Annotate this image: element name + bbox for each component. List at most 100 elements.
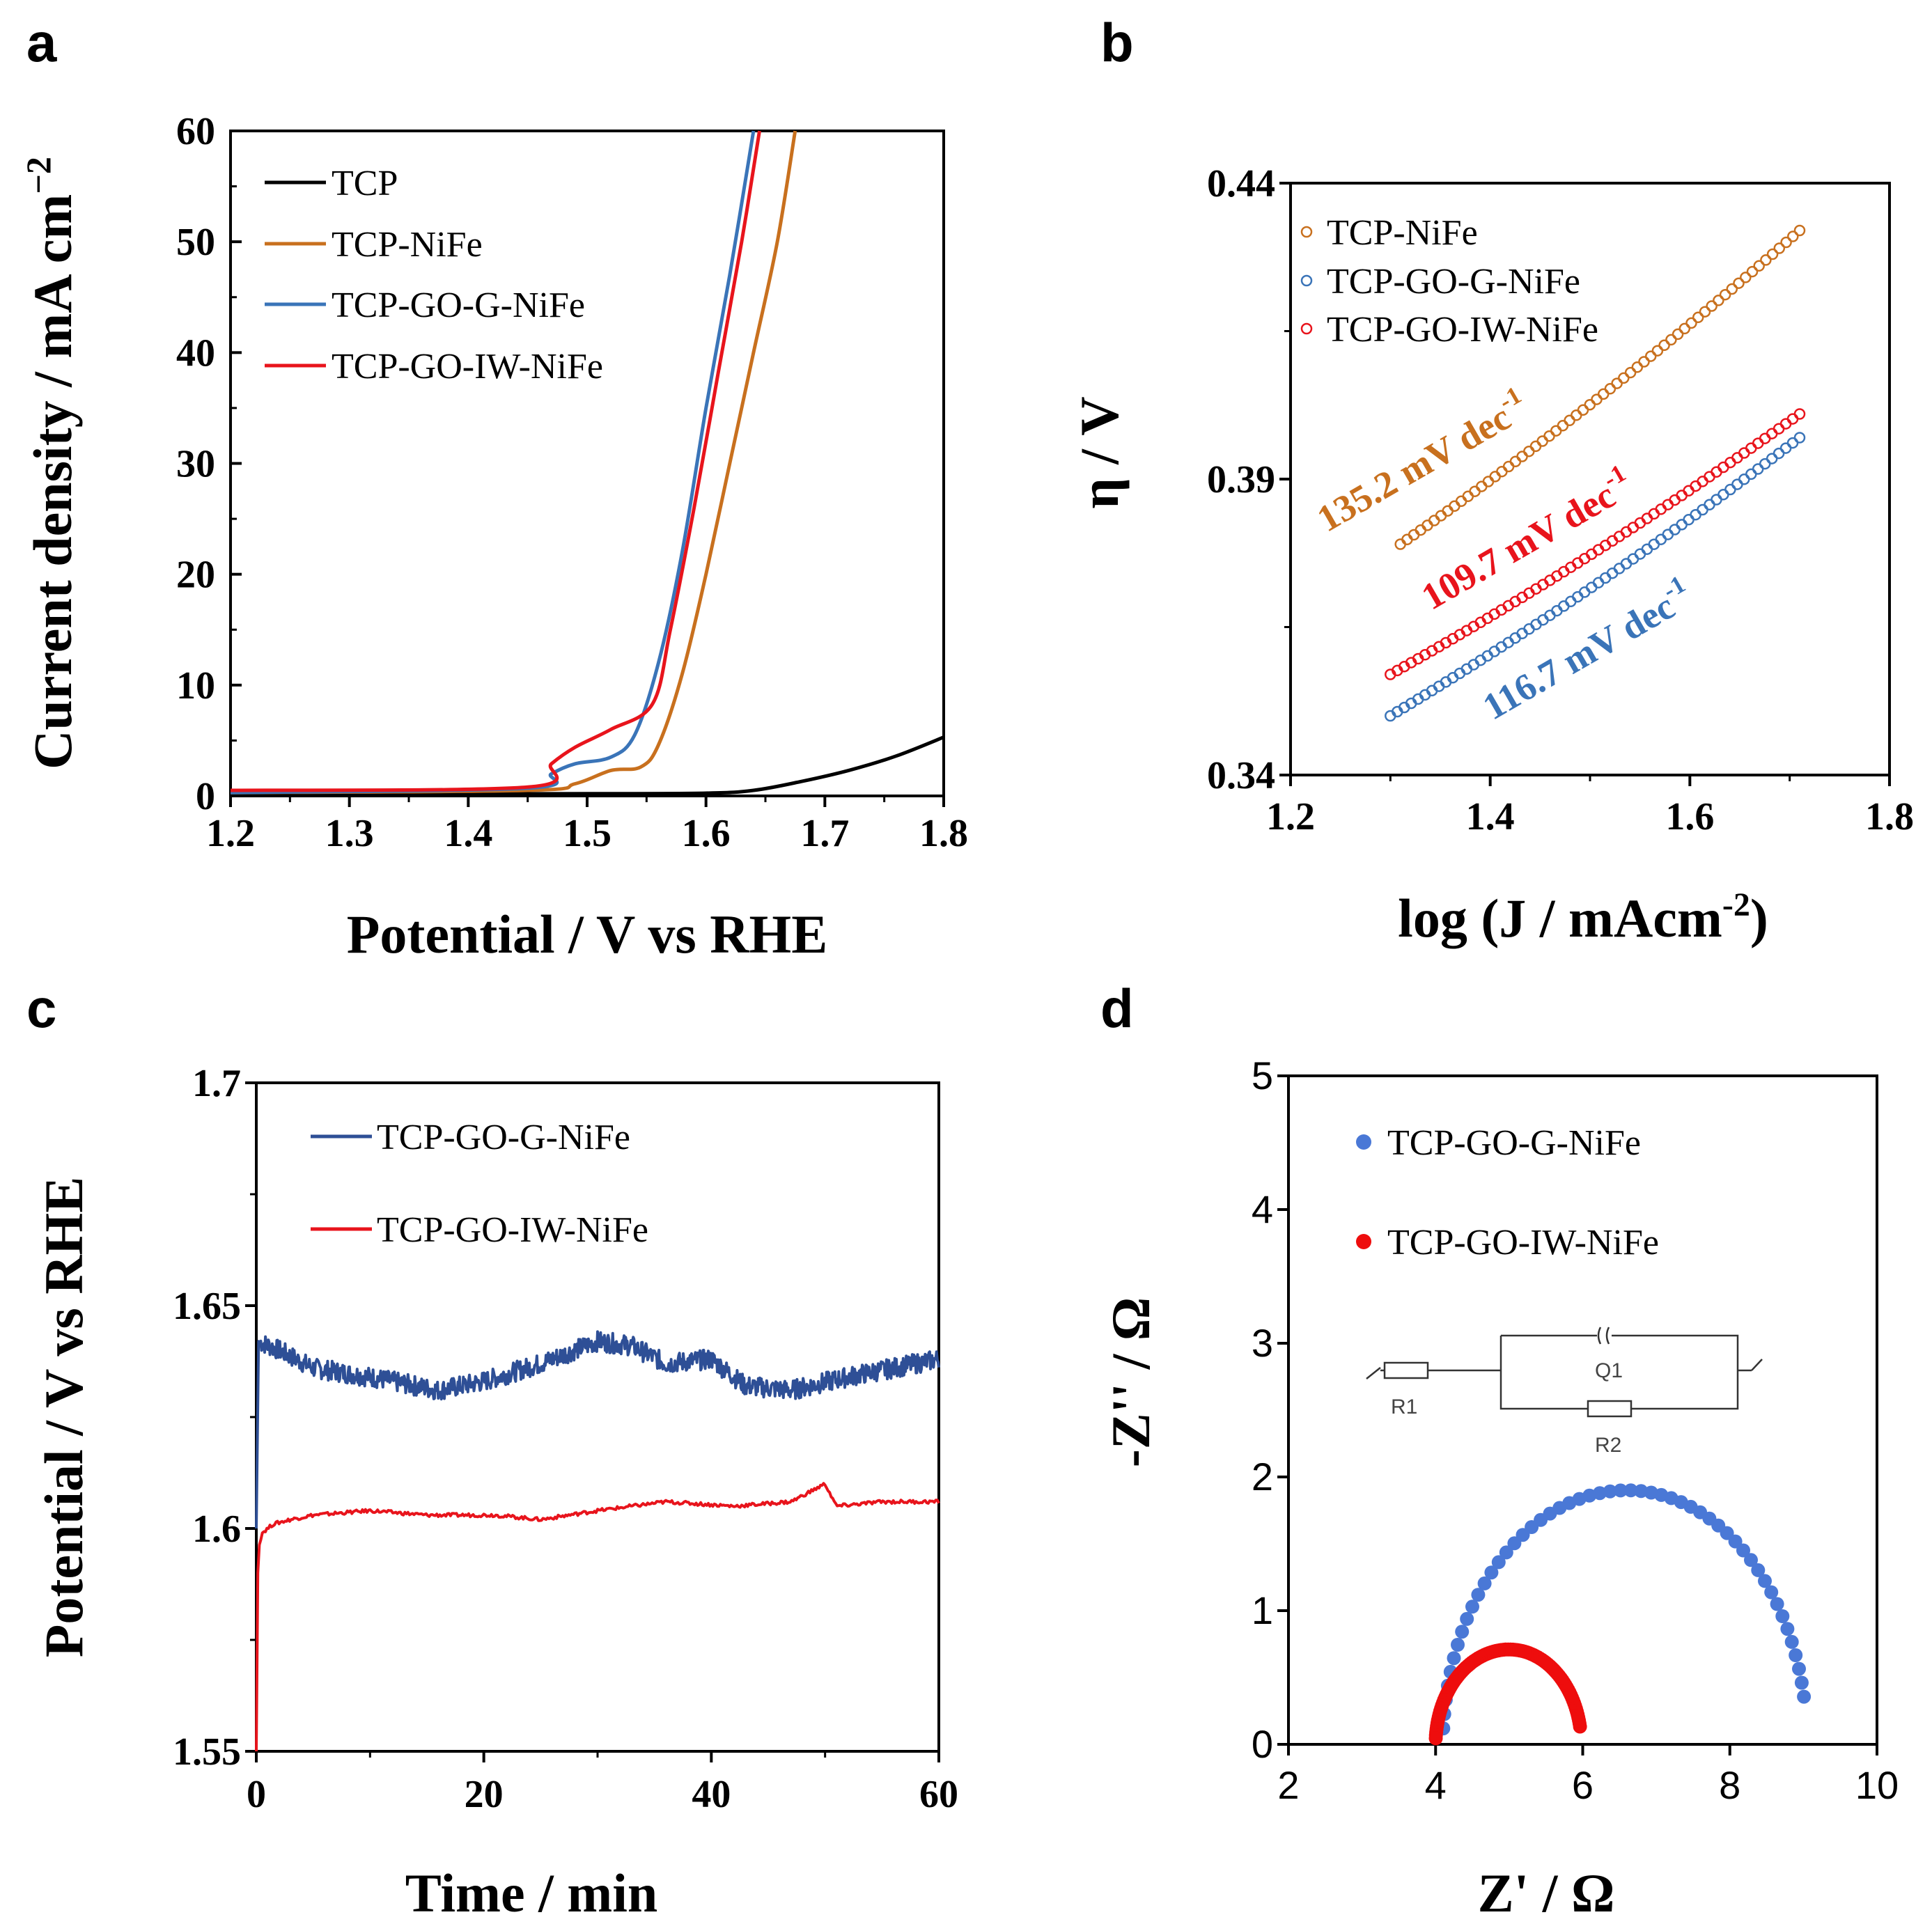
x-axis-title-b-sup: -2	[1722, 886, 1750, 923]
y-tick-label-b-1: 0.39	[1207, 458, 1275, 501]
slope-label-tcp-nife: 135.2 mV dec-1	[1307, 381, 1536, 540]
point-b-tcp-nife	[1665, 334, 1677, 346]
point-b-tcp-nife	[1591, 393, 1603, 405]
tick-labels-c: 0 20 40 60 1.55 1.6 1.65 1.7	[173, 1062, 958, 1816]
point-b-tcp-go-g-nife	[1779, 442, 1792, 454]
point-b-tcp-nife	[1489, 471, 1501, 483]
point-b-tcp-go-g-nife	[1572, 591, 1584, 603]
x-axis-title-b-end: )	[1750, 888, 1768, 948]
y-tick-label-c-3: 1.7	[192, 1062, 241, 1105]
point-d-tcp-go-g-nife	[1792, 1661, 1806, 1676]
series-c-tcp-go-g-nife	[255, 1330, 940, 1529]
circuit-top-wire-right	[1612, 1334, 1739, 1410]
point-b-tcp-go-g-nife	[1738, 474, 1750, 485]
point-d-tcp-go-g-nife	[1455, 1625, 1470, 1639]
x-tick-label-d-4: 10	[1855, 1763, 1899, 1807]
point-b-tcp-nife	[1631, 361, 1644, 373]
point-b-tcp-go-iw-nife	[1766, 428, 1778, 439]
point-b-tcp-go-g-nife	[1717, 489, 1729, 501]
point-b-tcp-go-g-nife	[1578, 586, 1591, 598]
legend-d-marker-go-g	[1356, 1134, 1371, 1150]
point-b-tcp-go-g-nife	[1711, 494, 1722, 506]
point-b-tcp-go-iw-nife	[1773, 423, 1785, 435]
point-d-tcp-go-g-nife	[1460, 1611, 1474, 1626]
y-tick-label-b-2: 0.44	[1207, 162, 1275, 205]
point-b-tcp-go-iw-nife	[1662, 499, 1674, 510]
point-b-tcp-go-iw-nife	[1779, 418, 1792, 430]
point-b-tcp-go-iw-nife	[1690, 480, 1701, 492]
y-tick-label-a-3: 30	[176, 443, 215, 486]
legend-d-marker-go-iw	[1356, 1234, 1371, 1249]
point-b-tcp-go-iw-nife	[1745, 442, 1757, 454]
x-tick-label-b-2: 1.6	[1665, 795, 1714, 838]
point-b-tcp-go-g-nife	[1551, 604, 1563, 617]
point-b-tcp-go-iw-nife	[1655, 503, 1667, 515]
point-b-tcp-go-g-nife	[1606, 567, 1619, 579]
point-b-tcp-go-g-nife	[1599, 572, 1612, 584]
point-d-tcp-go-g-nife	[1613, 1483, 1628, 1498]
point-b-tcp-nife	[1536, 435, 1548, 447]
y-tick-label-a-2: 20	[176, 554, 215, 597]
point-b-tcp-nife	[1428, 515, 1440, 526]
circuit-resistor-r2	[1587, 1400, 1633, 1418]
point-b-tcp-nife	[1773, 242, 1786, 254]
point-d-tcp-go-g-nife	[1634, 1484, 1649, 1499]
circuit-lead-left	[1366, 1367, 1381, 1379]
point-b-tcp-nife	[1509, 455, 1522, 468]
legend-c: TCP-GO-G-NiFe TCP-GO-IW-NiFe	[311, 1118, 648, 1250]
point-d-tcp-go-g-nife	[1471, 1588, 1486, 1602]
point-d-tcp-go-g-nife	[1744, 1553, 1758, 1567]
point-b-tcp-go-iw-nife	[1683, 485, 1695, 497]
legend-a-label-tcp-nife: TCP-NiFe	[332, 225, 483, 265]
point-b-tcp-nife	[1672, 328, 1684, 341]
y-axis-title-a: Current density / mA cm−2	[19, 157, 83, 769]
ticks-a	[229, 130, 945, 807]
chart-a: 1.2 1.3 1.4 1.5 1.6 1.7 1.8 0 10 20 30 40 50 60 Poten…	[19, 110, 968, 964]
point-b-tcp-nife	[1476, 480, 1488, 492]
point-b-tcp-nife	[1624, 366, 1637, 379]
point-b-tcp-go-g-nife	[1558, 600, 1570, 612]
point-b-tcp-go-g-nife	[1752, 463, 1764, 475]
x-axis-title-b-main: log (J / mAcm	[1398, 888, 1722, 948]
panel-label-a: a	[26, 12, 57, 73]
point-d-tcp-go-g-nife	[1499, 1545, 1513, 1560]
point-b-tcp-go-iw-nife	[1724, 456, 1736, 469]
point-b-tcp-nife	[1469, 485, 1481, 497]
series-a-tcp-nife	[230, 130, 797, 795]
point-d-tcp-go-g-nife	[1603, 1484, 1617, 1499]
x-tick-label-d-1: 4	[1425, 1763, 1447, 1807]
circuit-label-r1: R1	[1391, 1395, 1417, 1418]
point-b-tcp-nife	[1564, 414, 1575, 427]
x-tick-label-c-2: 40	[692, 1773, 731, 1816]
x-tick-label-c-0: 0	[247, 1773, 266, 1816]
point-b-tcp-go-g-nife	[1683, 514, 1695, 526]
y-tick-label-d-1: 1	[1252, 1588, 1273, 1632]
y-tick-label-b-0: 0.34	[1207, 754, 1275, 797]
series-a	[230, 130, 944, 796]
chart-c: 0 20 40 60 1.55 1.6 1.65 1.7 Time / min Potenti…	[33, 1062, 958, 1923]
point-b-tcp-go-g-nife	[1634, 548, 1646, 560]
series-a-tcp	[231, 735, 944, 796]
point-d-tcp-go-g-nife	[1770, 1597, 1784, 1611]
point-b-tcp-go-iw-nife	[1752, 437, 1764, 449]
point-b-tcp-nife	[1455, 495, 1467, 508]
series-c-tcp-go-iw-nife	[255, 1482, 940, 1752]
point-b-tcp-nife	[1713, 295, 1724, 306]
series-a-tcp-go-iw-nife	[230, 130, 761, 792]
panel-label-c: c	[26, 978, 56, 1039]
point-b-tcp-go-iw-nife	[1711, 466, 1722, 478]
point-d-tcp-go-g-nife	[1794, 1675, 1809, 1690]
point-b-tcp-go-iw-nife	[1793, 408, 1806, 420]
legend-b-label-tcp-nife: TCP-NiFe	[1327, 213, 1478, 253]
point-b-tcp-go-g-nife	[1565, 595, 1577, 608]
legend-b-marker-tcp-nife	[1300, 226, 1313, 238]
series-d-tcp-go-iw-nife	[1428, 1642, 1587, 1746]
point-b-tcp-go-iw-nife	[1738, 447, 1750, 459]
y-tick-label-a-1: 10	[176, 664, 215, 707]
point-b-tcp-nife	[1523, 445, 1535, 457]
point-d-tcp-go-g-nife	[1797, 1689, 1812, 1704]
y-tick-label-a-4: 40	[176, 331, 215, 375]
point-b-tcp-nife	[1571, 409, 1582, 421]
y-tick-label-c-1: 1.6	[192, 1508, 241, 1551]
slope-tcp-nife-main: 135.2 mV dec	[1310, 396, 1518, 540]
